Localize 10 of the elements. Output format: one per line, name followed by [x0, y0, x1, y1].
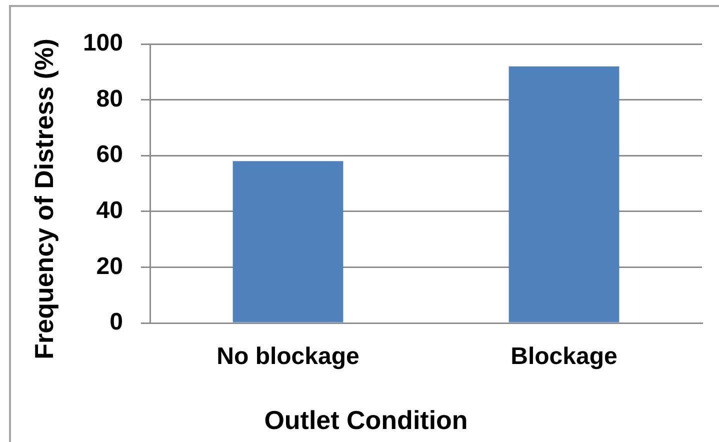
x-axis-title: Outlet Condition [264, 405, 468, 435]
y-tick-label: 80 [96, 85, 123, 112]
y-tick-label: 40 [96, 197, 123, 224]
y-tick-label: 20 [96, 252, 123, 280]
y-tick-label: 0 [110, 308, 123, 336]
x-tick-label: No blockage [216, 343, 360, 370]
y-tick-label: 60 [96, 141, 123, 168]
y-axis-title: Frequency of Distress (%) [29, 38, 59, 360]
x-tick-label: Blockage [510, 343, 618, 370]
y-tick-label: 100 [82, 30, 123, 57]
